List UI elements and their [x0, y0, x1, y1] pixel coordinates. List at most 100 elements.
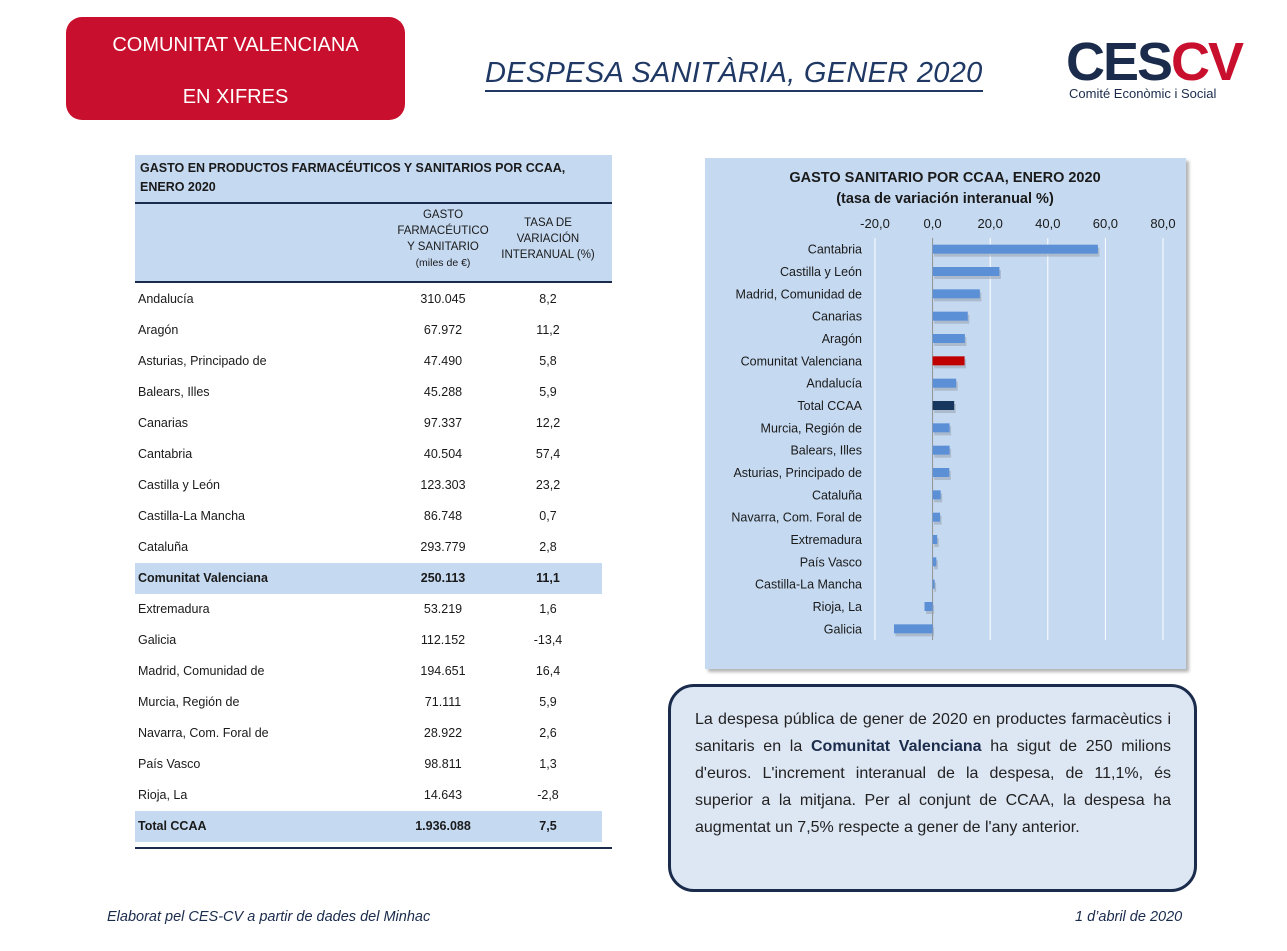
- column-header-tasa: TASA DE VARIACIÓN INTERANUAL (%): [498, 215, 598, 263]
- table-row: Navarra, Com. Foral de 28.922 2,6: [135, 718, 602, 749]
- gasto-value: 1.936.088: [415, 819, 471, 833]
- table-row: Castilla y León 123.303 23,2: [135, 470, 602, 501]
- region-name: Asturias, Principado de: [138, 354, 267, 368]
- category-label: Aragón: [822, 332, 862, 346]
- bar: [932, 490, 941, 500]
- table-row: Castilla-La Mancha 86.748 0,7: [135, 501, 602, 532]
- badge-line-2: EN XIFRES: [182, 86, 289, 108]
- x-tick-label: 20,0: [978, 216, 1003, 231]
- region-name: Murcia, Región de: [138, 695, 240, 709]
- tasa-value: 16,4: [535, 664, 561, 678]
- region-name: Total CCAA: [138, 819, 207, 833]
- table-row: Extremadura 53.219 1,6: [135, 594, 602, 625]
- region-name: Castilla y León: [138, 478, 220, 492]
- gasto-value: 28.922: [423, 726, 463, 740]
- table-row: Cataluña 293.779 2,8: [135, 532, 602, 563]
- table-row: Galicia 112.152 -13,4: [135, 625, 602, 656]
- table-row: País Vasco 98.811 1,3: [135, 749, 602, 780]
- region-name: País Vasco: [138, 757, 201, 771]
- table-row: Asturias, Principado de 47.490 5,8: [135, 346, 602, 377]
- tasa-value: 1,6: [539, 602, 557, 616]
- region-name: Andalucía: [138, 292, 194, 306]
- region-name: Extremadura: [138, 602, 210, 616]
- table-row: Rioja, La 14.643 -2,8: [135, 780, 602, 811]
- tasa-value: 0,7: [539, 509, 557, 523]
- column-header-gasto-line: FARMACÉUTICO: [397, 225, 489, 237]
- bar: [932, 512, 941, 522]
- region-name: Galicia: [138, 633, 177, 647]
- bar-shadow: [934, 582, 937, 592]
- badge-line-1: COMUNITAT VALENCIANA: [112, 34, 359, 56]
- table-title: GASTO EN PRODUCTOS FARMACÉUTICOS Y SANIT…: [135, 155, 612, 204]
- tasa-value: 23,2: [535, 478, 561, 492]
- column-header-gasto-line: GASTO: [422, 209, 464, 221]
- tasa-value: 2,8: [539, 540, 557, 554]
- gasto-value: 293.779: [420, 540, 466, 554]
- column-header-gasto: GASTO FARMACÉUTICO Y SANITARIO (miles de…: [388, 207, 498, 271]
- tasa-value: 57,4: [535, 447, 561, 461]
- x-tick-label: -20,0: [860, 216, 890, 231]
- region-name: Aragón: [138, 323, 179, 337]
- table-row: Andalucía 310.045 8,2: [135, 284, 602, 315]
- table-row: Cantabria 40.504 57,4: [135, 439, 602, 470]
- bar: [932, 557, 937, 567]
- table-header: GASTO FARMACÉUTICO Y SANITARIO (miles de…: [135, 204, 612, 283]
- logo-subtitle: Comité Econòmic i Social: [1069, 86, 1217, 101]
- bar: [932, 468, 950, 477]
- chart-subtitle: (tasa de variación interanual %): [836, 191, 1054, 207]
- category-label: Andalucía: [806, 377, 862, 391]
- gasto-value: 40.504: [423, 447, 463, 461]
- tasa-value: 5,9: [539, 385, 557, 399]
- gasto-value: 14.643: [423, 788, 463, 802]
- bar: [932, 244, 1098, 254]
- category-label: Balears, Illes: [790, 444, 862, 458]
- bar: [932, 401, 955, 410]
- category-label: Murcia, Región de: [761, 421, 862, 435]
- column-header-tasa-line: INTERANUAL (%): [501, 249, 595, 261]
- cescv-logo: CESCV Comité Econòmic i Social: [1066, 31, 1244, 106]
- bar: [932, 289, 980, 299]
- gasto-value: 310.045: [420, 292, 466, 306]
- category-label: Extremadura: [790, 533, 862, 547]
- tasa-value: -13,4: [533, 633, 563, 647]
- x-tick-label: 40,0: [1035, 216, 1060, 231]
- table-row: Madrid, Comunidad de 194.651 16,4: [135, 656, 602, 687]
- note-text-part-2: ha sigut de 250 milions d'euros. L'incre…: [695, 738, 1171, 836]
- bar: [932, 423, 950, 433]
- gasto-value: 112.152: [420, 633, 466, 647]
- region-name: Rioja, La: [138, 788, 188, 802]
- logo-text-ces: CES: [1066, 32, 1173, 92]
- category-label: Navarra, Com. Foral de: [731, 511, 862, 525]
- category-label: Total CCAA: [797, 399, 862, 413]
- note-text-bold: Comunitat Valenciana: [810, 738, 982, 755]
- tasa-value: 11,1: [536, 571, 560, 585]
- gasto-value: 194.651: [420, 664, 466, 678]
- table-row: Total CCAA 1.936.088 7,5: [135, 811, 602, 842]
- bar: [932, 445, 950, 455]
- page-title: DESPESA SANITÀRIA, GENER 2020: [485, 56, 983, 92]
- x-tick-label: 0,0: [924, 216, 942, 231]
- footer-date: 1 d’abril de 2020: [1075, 909, 1183, 925]
- table-row: Balears, Illes 45.288 5,9: [135, 377, 602, 408]
- column-header-tasa-line: TASA DE: [524, 217, 572, 229]
- summary-note: La despesa pública de gener de 2020 en p…: [668, 684, 1197, 892]
- category-label: País Vasco: [800, 555, 862, 569]
- category-label: Castilla y León: [780, 265, 862, 279]
- tasa-value: 8,2: [539, 292, 557, 306]
- region-name: Balears, Illes: [138, 385, 210, 399]
- table-title-line-2: ENERO 2020: [140, 180, 216, 194]
- table-row: Comunitat Valenciana 250.113 11,1: [135, 563, 602, 594]
- chart-svg: GASTO SANITARIO POR CCAA, ENERO 2020 (tas…: [731, 170, 1176, 640]
- gasto-value: 98.811: [424, 757, 462, 771]
- category-label: Canarias: [812, 310, 862, 324]
- category-label: Madrid, Comunidad de: [736, 287, 863, 301]
- category-label: Cataluña: [812, 488, 862, 502]
- gasto-value: 97.337: [423, 416, 463, 430]
- region-name: Comunitat Valenciana: [138, 571, 268, 585]
- tasa-value: 11,2: [536, 323, 560, 337]
- bar: [894, 624, 933, 634]
- expenditure-table: GASTO EN PRODUCTOS FARMACÉUTICOS Y SANIT…: [135, 155, 612, 849]
- gasto-value: 250.113: [420, 571, 466, 585]
- logo-wordmark: CESCV: [1066, 32, 1244, 92]
- bar: [932, 311, 968, 321]
